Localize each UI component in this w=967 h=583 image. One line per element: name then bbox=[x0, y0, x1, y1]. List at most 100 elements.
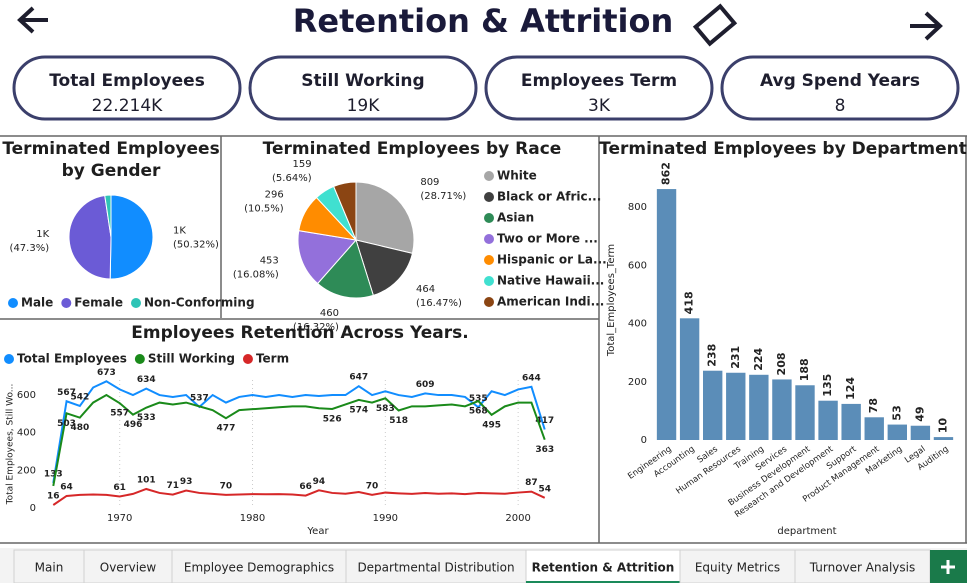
data-label: 417 bbox=[535, 416, 554, 426]
tab[interactable] bbox=[679, 549, 796, 583]
tab[interactable] bbox=[13, 549, 85, 583]
x-axis-label: Year bbox=[306, 526, 329, 537]
tab[interactable] bbox=[525, 549, 681, 583]
data-label: 574 bbox=[349, 405, 368, 415]
plus-icon bbox=[941, 560, 955, 574]
y-tick-label: 800 bbox=[628, 202, 647, 213]
data-label: 238 bbox=[706, 344, 719, 367]
data-label: 224 bbox=[752, 347, 765, 370]
data-label: 159 bbox=[293, 159, 312, 170]
data-label: 609 bbox=[416, 380, 435, 390]
data-label: 53 bbox=[890, 405, 903, 420]
tab-label[interactable]: Main bbox=[35, 561, 64, 575]
legend-marker bbox=[242, 354, 253, 364]
x-tick-label: 2000 bbox=[505, 513, 530, 524]
data-label: 542 bbox=[70, 392, 89, 402]
bar bbox=[933, 437, 954, 440]
data-label: 1K bbox=[36, 229, 49, 240]
data-label: 94 bbox=[313, 477, 326, 487]
data-label: 10 bbox=[936, 417, 949, 433]
legend-label: Term bbox=[256, 352, 289, 366]
pie-slice bbox=[355, 239, 414, 296]
kpi-value: 8 bbox=[835, 96, 846, 116]
data-label: 535 bbox=[469, 394, 488, 404]
series-line bbox=[52, 487, 546, 506]
tab-label[interactable]: Departmental Distribution bbox=[357, 561, 514, 575]
y-tick-label: 0 bbox=[641, 435, 647, 446]
data-label: 460 bbox=[320, 308, 339, 319]
bar bbox=[679, 318, 700, 440]
kpi-label: Avg Spend Years bbox=[760, 71, 920, 91]
forward-arrow[interactable] bbox=[910, 11, 943, 41]
data-label: 518 bbox=[389, 416, 408, 426]
data-label: 70 bbox=[220, 481, 233, 491]
tab[interactable] bbox=[345, 549, 527, 583]
legend-label: Native Hawaii... bbox=[497, 274, 604, 288]
back-arrow[interactable] bbox=[17, 6, 48, 34]
x-tick-label: 1980 bbox=[240, 513, 265, 524]
legend-marker bbox=[484, 192, 494, 202]
bar bbox=[726, 372, 746, 440]
legend-marker bbox=[484, 255, 494, 265]
tab-label[interactable]: Equity Metrics bbox=[695, 561, 780, 575]
data-label: 66 bbox=[299, 482, 312, 492]
legend-label: Black or Afric... bbox=[497, 190, 601, 204]
pie-slice bbox=[109, 194, 154, 280]
pie-slice bbox=[316, 239, 374, 299]
legend-label: Total Employees bbox=[17, 352, 127, 366]
tab[interactable] bbox=[171, 549, 347, 583]
data-label: 71 bbox=[167, 481, 180, 491]
data-label: 133 bbox=[44, 469, 63, 479]
tab-label[interactable]: Turnover Analysis bbox=[809, 561, 915, 575]
bar bbox=[795, 385, 815, 440]
legend-label: Still Working bbox=[148, 352, 235, 366]
page-title: Retention & Attrition bbox=[293, 2, 673, 40]
tab-label[interactable]: Retention & Attrition bbox=[532, 561, 675, 575]
bar bbox=[749, 374, 769, 440]
data-label: (50.32%) bbox=[173, 240, 219, 251]
data-label: 862 bbox=[660, 162, 673, 185]
data-label: 480 bbox=[70, 423, 89, 433]
y-tick-label: 600 bbox=[628, 260, 647, 271]
legend-label: Hispanic or La... bbox=[497, 253, 607, 267]
legend-marker bbox=[8, 298, 18, 308]
data-label: 537 bbox=[190, 393, 209, 403]
x-tick-label: 1970 bbox=[107, 513, 132, 524]
chart-title: Employees Retention Across Years. bbox=[131, 323, 468, 343]
y-axis-label: Total Employees, Still Wo... bbox=[6, 384, 16, 506]
kpi-card bbox=[720, 55, 960, 121]
legend-label: Non-Conforming bbox=[144, 296, 255, 310]
data-label: 61 bbox=[113, 483, 126, 493]
tab-label[interactable]: Overview bbox=[100, 561, 157, 575]
legend-label: Two or More ... bbox=[497, 232, 598, 246]
y-tick-label: 200 bbox=[628, 377, 647, 388]
data-label: (16.08%) bbox=[233, 270, 279, 281]
data-label: (28.71%) bbox=[420, 191, 466, 202]
data-label: 634 bbox=[137, 375, 156, 385]
data-label: 568 bbox=[469, 407, 488, 417]
kpi-label: Employees Term bbox=[521, 71, 677, 91]
data-label: 208 bbox=[775, 352, 788, 375]
data-label: 188 bbox=[798, 358, 811, 381]
legend-label: White bbox=[497, 169, 537, 183]
data-label: 526 bbox=[323, 414, 342, 424]
y-tick-label: 400 bbox=[17, 428, 36, 439]
data-label: 231 bbox=[729, 346, 742, 369]
kpi-card bbox=[484, 55, 714, 121]
data-label: 78 bbox=[867, 398, 880, 413]
data-label: 567 bbox=[57, 388, 76, 398]
data-label: 70 bbox=[366, 481, 379, 491]
data-label: 124 bbox=[844, 377, 857, 400]
data-label: 49 bbox=[913, 406, 926, 421]
y-tick-label: 200 bbox=[17, 465, 36, 476]
data-label: 495 bbox=[482, 420, 501, 430]
legend-marker bbox=[484, 171, 494, 181]
data-label: (47.3%) bbox=[10, 243, 50, 254]
data-label: 464 bbox=[416, 284, 435, 295]
legend-label: Asian bbox=[497, 211, 534, 225]
legend-label: Female bbox=[74, 296, 123, 310]
tab-label[interactable]: Employee Demographics bbox=[184, 561, 334, 575]
data-label: 363 bbox=[535, 445, 554, 455]
data-label: 533 bbox=[137, 413, 156, 423]
legend-marker bbox=[484, 297, 494, 307]
